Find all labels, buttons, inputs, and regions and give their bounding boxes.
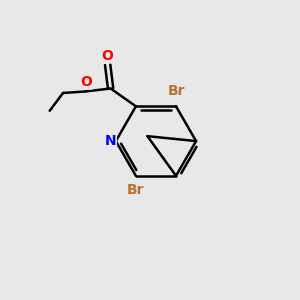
Text: O: O [80, 75, 92, 89]
Text: O: O [102, 49, 114, 63]
Text: N: N [105, 134, 116, 148]
Text: Br: Br [127, 183, 145, 197]
Text: Br: Br [167, 85, 185, 98]
